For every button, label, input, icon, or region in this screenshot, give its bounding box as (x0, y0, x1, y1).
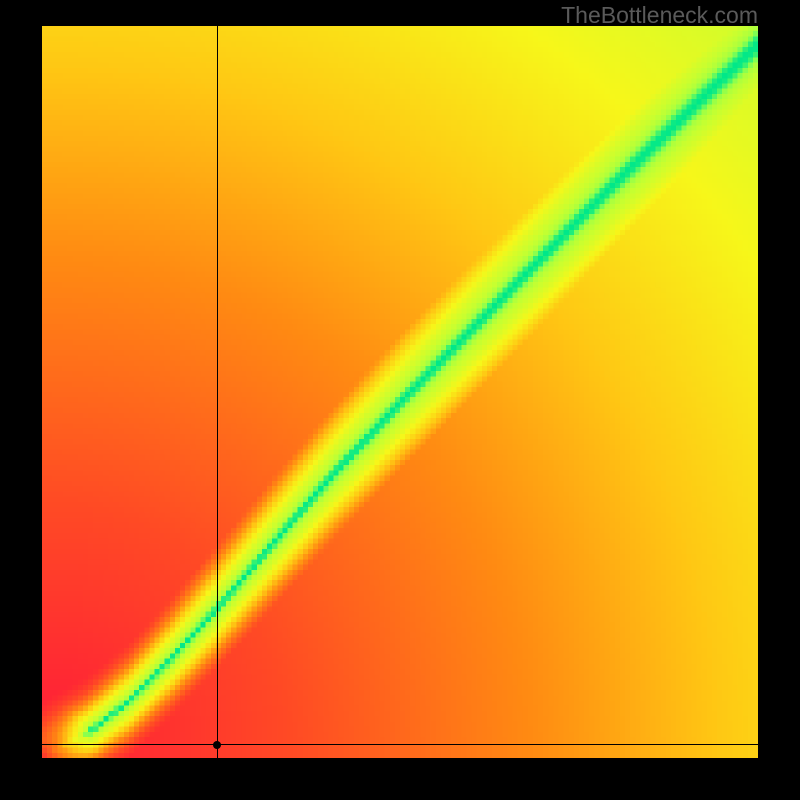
chart-root: TheBottleneck.com (0, 0, 800, 800)
watermark-text: TheBottleneck.com (561, 2, 758, 29)
crosshair-horizontal (42, 744, 758, 745)
crosshair-vertical (217, 26, 218, 758)
bottleneck-heatmap (42, 26, 758, 758)
